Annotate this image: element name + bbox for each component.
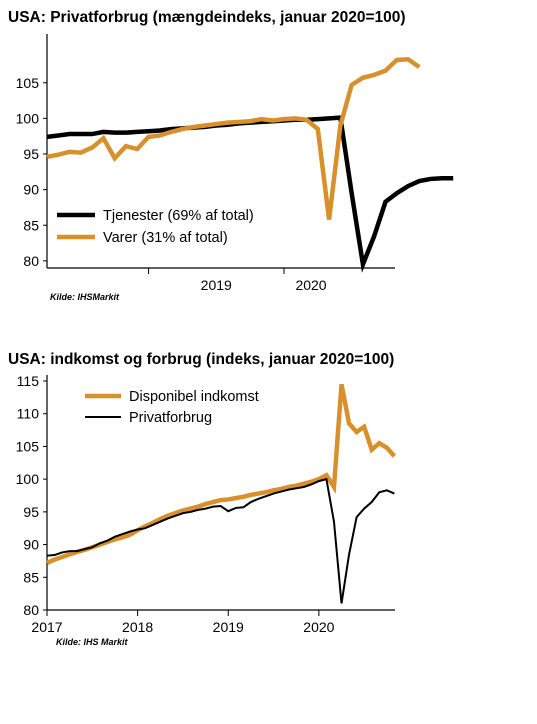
- chart2-y-tick-label: 95: [23, 504, 39, 520]
- chart2-legend-label: Privatforbrug: [129, 410, 212, 426]
- chart2-series-line: [46, 477, 395, 604]
- chart2-y-tick-label: 105: [16, 438, 40, 454]
- chart1-y-tick-label: 105: [16, 75, 40, 91]
- chart1-title: USA: Privatforbrug (mængdeindeks, januar…: [8, 9, 406, 26]
- chart1-y-tick-label: 95: [23, 146, 39, 162]
- chart2-y-tick-label: 85: [23, 569, 39, 585]
- chart2-x-tick-label: 2018: [122, 619, 153, 635]
- chart2-y-tick-label: 80: [23, 602, 39, 618]
- chart2-x-tick-label: 2017: [31, 619, 62, 635]
- chart2-y-tick-label: 115: [17, 373, 40, 389]
- chart2-x-tick-label: 2019: [213, 619, 244, 635]
- chart1-legend-label: Varer (31% af total): [103, 230, 228, 246]
- chart2-legend-label: Disponibel indkomst: [129, 389, 259, 405]
- chart1-x-tick-label: 2019: [201, 277, 232, 293]
- chart1-source: Kilde: IHSMarkit: [50, 292, 120, 302]
- chart1-y-tick-label: 100: [16, 110, 40, 126]
- chart2-source: Kilde: IHS Markit: [56, 637, 128, 647]
- chart1-y-tick-label: 80: [23, 253, 39, 269]
- chart2-y-tick-label: 100: [16, 471, 40, 487]
- chart1-y-tick-label: 90: [23, 182, 39, 198]
- chart2-title: USA: indkomst og forbrug (indeks, januar…: [8, 351, 395, 368]
- chart2-series-line: [46, 383, 397, 565]
- chart2-x-tick-label: 2020: [303, 619, 334, 635]
- chart1-plot: 80 85 90 95 100 105 2019 2020 Tjenester (69% af …: [16, 34, 454, 293]
- chart2-y-tick-label: 110: [17, 406, 40, 422]
- chart2-y-tick-label: 90: [23, 537, 39, 553]
- chart1-legend-label: Tjenester (69% af total): [103, 208, 254, 224]
- chart1-series-line: [46, 56, 421, 220]
- chart1-x-tick-label: 2020: [295, 277, 326, 293]
- chart1-y-tick-label: 85: [23, 217, 39, 233]
